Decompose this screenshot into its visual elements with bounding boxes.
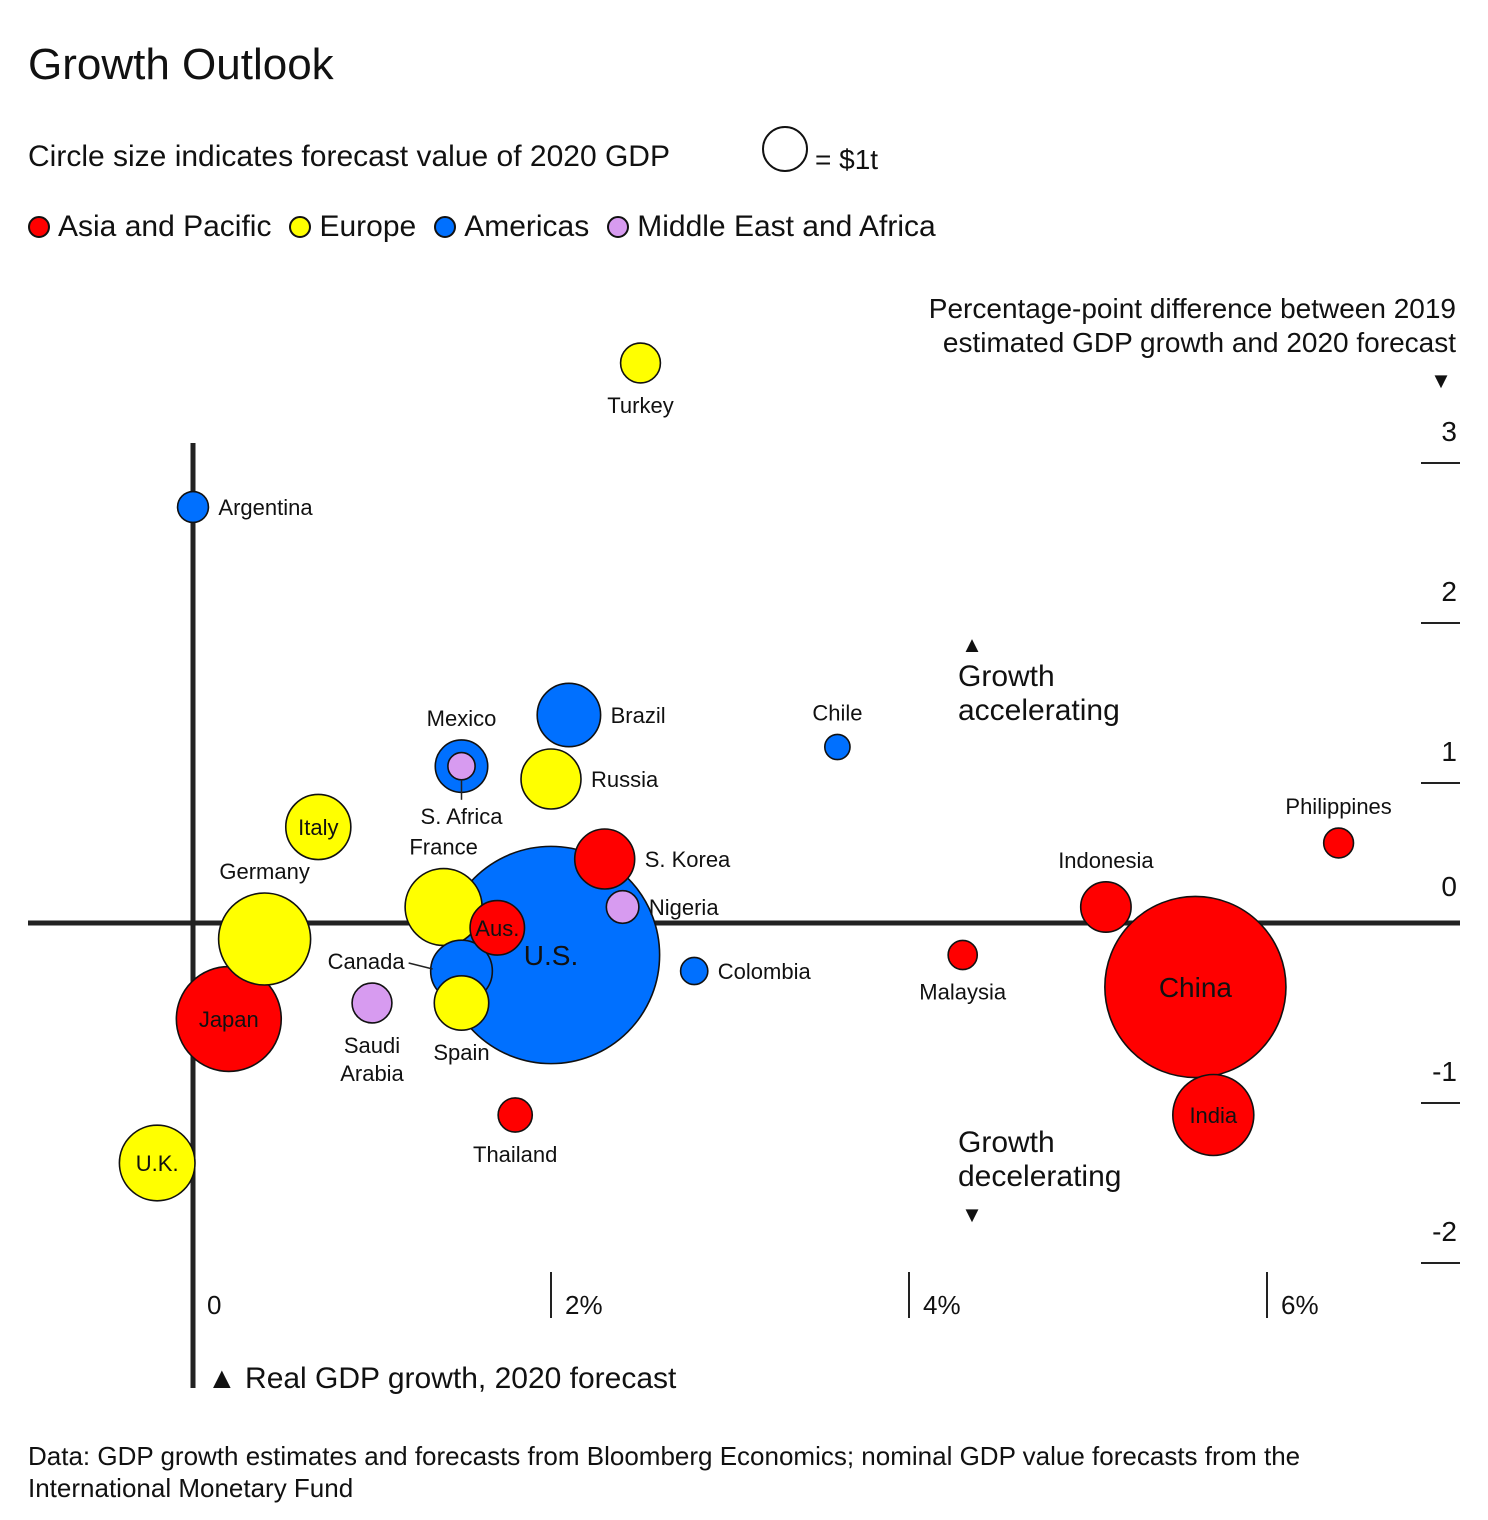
bubble-s-korea bbox=[573, 828, 636, 890]
size-key-label: = $1t bbox=[815, 144, 879, 175]
bubble-china bbox=[1104, 895, 1287, 1079]
y-tick-label: 3 bbox=[1441, 416, 1457, 447]
leader-line bbox=[408, 962, 433, 970]
decelerating-arrow: ▼ bbox=[961, 1202, 983, 1227]
bubble-label-japan: Japan bbox=[199, 1007, 259, 1032]
x-axis-title: ▲ Real GDP growth, 2020 forecast bbox=[207, 1362, 677, 1395]
bubble-label-france: France bbox=[409, 835, 477, 860]
x-tick-label: 0 bbox=[207, 1290, 221, 1320]
y-tick-label: -2 bbox=[1432, 1216, 1457, 1247]
bubble-italy bbox=[284, 793, 352, 861]
bubble-saudi-arabia bbox=[351, 982, 393, 1024]
bubble-indonesia bbox=[1079, 881, 1132, 933]
x-tick-label: 6% bbox=[1281, 1290, 1319, 1320]
legend-swatch-europe bbox=[289, 216, 312, 238]
accelerating-label: Growth bbox=[958, 660, 1055, 693]
bubble-label-u-k: U.K. bbox=[136, 1151, 179, 1176]
legend-swatch-mea bbox=[607, 216, 630, 238]
bubble-label-aus: Aus. bbox=[475, 916, 519, 941]
bubble-label-colombia: Colombia bbox=[718, 959, 812, 984]
bubble-label-india: India bbox=[1189, 1103, 1237, 1128]
bubble-label-turkey: Turkey bbox=[607, 393, 673, 418]
bubble-india bbox=[1172, 1073, 1255, 1157]
y-tick-label: -1 bbox=[1432, 1056, 1457, 1087]
bubble-label-argentina: Argentina bbox=[218, 495, 313, 520]
bubble-label-canada: Canada bbox=[328, 949, 406, 974]
bubble-germany bbox=[217, 892, 312, 986]
bubble-brazil bbox=[536, 682, 602, 748]
bubble-label-malaysia: Malaysia bbox=[919, 980, 1007, 1005]
bubble-label-russia: Russia bbox=[591, 767, 659, 792]
y-axis-arrow: ▼ bbox=[1430, 368, 1452, 393]
legend-item-americas: Americas bbox=[434, 210, 589, 244]
x-tick-label: 4% bbox=[923, 1290, 961, 1320]
bubble-u-k bbox=[118, 1124, 196, 1202]
bubble-turkey bbox=[619, 342, 662, 384]
legend-label-americas: Americas bbox=[464, 210, 590, 243]
bubble-label-s-africa: S. Africa bbox=[421, 804, 504, 829]
footnote: Data: GDP growth estimates and forecasts… bbox=[28, 1441, 1301, 1503]
legend-label-europe: Europe bbox=[319, 210, 417, 243]
bubble-label-s-korea: S. Korea bbox=[645, 847, 731, 872]
legend-item-europe: Europe bbox=[289, 210, 416, 244]
bubble-s-africa bbox=[447, 751, 476, 781]
y-tick-label: 2 bbox=[1441, 576, 1457, 607]
bubble-argentina bbox=[176, 490, 210, 524]
bubble-label-china: China bbox=[1159, 972, 1233, 1003]
decelerating-label: decelerating bbox=[958, 1160, 1121, 1193]
legend-item-mea: Middle East and Africa bbox=[607, 210, 936, 244]
bubble-thailand bbox=[497, 1097, 534, 1133]
bubble-label-brazil: Brazil bbox=[611, 703, 666, 728]
bubble-philippines bbox=[1322, 827, 1355, 859]
x-tick-label: 2% bbox=[565, 1290, 603, 1320]
legend-item-asia: Asia and Pacific bbox=[28, 210, 271, 244]
bubble-colombia bbox=[679, 956, 709, 986]
chart-subtitle: Circle size indicates forecast value of … bbox=[28, 140, 670, 173]
legend-label-mea: Middle East and Africa bbox=[637, 210, 936, 243]
bubble-spain bbox=[433, 974, 490, 1032]
bubble-aus bbox=[469, 899, 526, 956]
bubble-nigeria bbox=[605, 889, 640, 925]
legend: Asia and Pacific Europe Americas Middle … bbox=[28, 210, 954, 244]
y-axis-title: Percentage-point difference between 2019 bbox=[929, 293, 1456, 324]
chart-title: Growth Outlook bbox=[28, 40, 334, 89]
bubble-label-germany: Germany bbox=[219, 859, 309, 884]
bubble-malaysia bbox=[947, 939, 979, 971]
size-key-circle bbox=[762, 126, 808, 172]
bubble-label-u-s: U.S. bbox=[524, 940, 578, 971]
y-tick-label: 0 bbox=[1441, 871, 1457, 902]
accelerating-label: accelerating bbox=[958, 694, 1120, 727]
legend-swatch-asia bbox=[28, 216, 50, 238]
legend-label-asia: Asia and Pacific bbox=[58, 210, 272, 243]
bubble-label-italy: Italy bbox=[298, 815, 338, 840]
bubble-label-spain: Spain bbox=[433, 1040, 489, 1065]
legend-swatch-americas bbox=[434, 216, 457, 238]
bubble-chile bbox=[824, 733, 851, 761]
y-tick-label: 1 bbox=[1441, 736, 1457, 767]
bubble-chart: 3 2 1 0 -1 -2 0 2% 4% 6% Percentage-point differen… bbox=[28, 293, 1460, 1395]
bubble-label-saudi-arabia: Arabia bbox=[340, 1061, 404, 1086]
y-axis-title: estimated GDP growth and 2020 forecast bbox=[943, 327, 1456, 358]
bubble-label-indonesia: Indonesia bbox=[1058, 848, 1154, 873]
bubble-label-philippines: Philippines bbox=[1285, 794, 1391, 819]
bubble-label-thailand: Thailand bbox=[473, 1142, 557, 1167]
bubble-russia bbox=[520, 748, 582, 810]
accelerating-arrow: ▲ bbox=[961, 632, 983, 657]
decelerating-label: Growth bbox=[958, 1126, 1055, 1159]
bubble-label-saudi-arabia: Saudi bbox=[344, 1033, 400, 1058]
bubble-label-chile: Chile bbox=[812, 700, 862, 725]
bubble-label-nigeria: Nigeria bbox=[649, 895, 719, 920]
bubble-label-mexico: Mexico bbox=[427, 706, 497, 731]
